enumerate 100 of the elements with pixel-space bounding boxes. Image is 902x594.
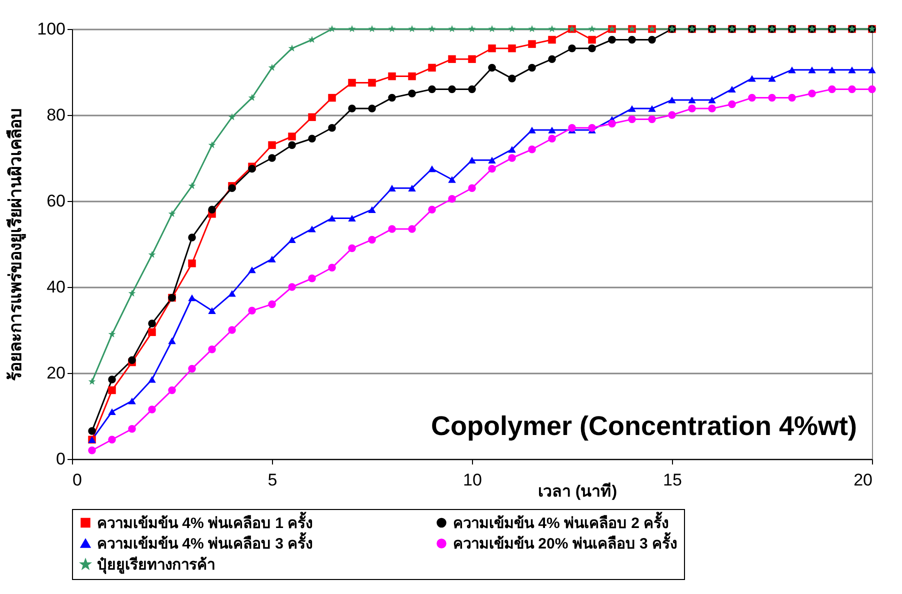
point (248, 94, 256, 101)
point (428, 25, 436, 32)
point (428, 85, 436, 94)
point (288, 132, 296, 140)
legend-label: ความเข้มข้น 4% พ่นเคลือบ 3 ครั้ง (97, 532, 313, 552)
point (668, 111, 676, 119)
point (368, 104, 376, 112)
point (708, 96, 716, 104)
point (468, 25, 476, 32)
point (708, 104, 716, 112)
point (108, 386, 116, 394)
point (428, 64, 436, 72)
point (828, 85, 836, 94)
point (568, 44, 576, 52)
point (848, 66, 856, 74)
point (808, 66, 816, 74)
x-tick-label: 10 (463, 470, 482, 490)
point (108, 436, 116, 444)
point (308, 36, 316, 43)
point (128, 398, 136, 404)
y-tick-label: 60 (46, 192, 66, 210)
x-tick-label: 20 (854, 470, 872, 490)
point (88, 378, 96, 385)
point (828, 66, 836, 74)
point (808, 90, 816, 98)
point (88, 427, 96, 435)
x-tick-label: 5 (268, 470, 278, 490)
point (588, 25, 596, 32)
point (208, 141, 216, 148)
point (508, 74, 516, 82)
point (228, 290, 236, 297)
point (568, 124, 576, 132)
point (468, 184, 476, 192)
point (388, 72, 396, 80)
point (348, 25, 356, 32)
legend-label: ความเข้มข้น 20% พ่นเคลือบ 3 ครั้ง (453, 532, 678, 552)
point (548, 55, 556, 63)
point (508, 25, 516, 32)
point (188, 182, 196, 190)
point (468, 55, 476, 63)
point (148, 320, 156, 328)
point (248, 306, 256, 315)
point (748, 75, 756, 82)
point (508, 154, 516, 162)
point (528, 126, 536, 134)
point (408, 72, 416, 80)
point (848, 85, 856, 94)
point (548, 25, 556, 32)
point (528, 40, 536, 48)
legend-label: ปุ๋ยยูเรียทางการค้า (97, 556, 215, 574)
point (368, 206, 376, 213)
point (148, 328, 156, 336)
y-tick-label: 40 (46, 278, 66, 296)
point (648, 36, 656, 44)
legend-label: ความเข้มข้น 4% พ่นเคลือบ 2 ครั้ง (453, 510, 669, 532)
y-tick-label: 20 (46, 364, 66, 382)
point (328, 264, 336, 272)
point (748, 94, 756, 102)
point (408, 184, 416, 192)
x-tick-label: 0 (72, 470, 82, 490)
point (328, 25, 336, 32)
point (528, 64, 536, 72)
point (168, 210, 176, 218)
point (788, 94, 796, 102)
x-axis-title: เวลา (นาที) (538, 482, 618, 500)
point (788, 66, 796, 74)
point (248, 266, 256, 274)
point (528, 146, 536, 154)
point (188, 364, 196, 373)
point (388, 25, 396, 32)
point (488, 25, 496, 32)
point (588, 44, 596, 52)
point (528, 25, 536, 32)
point (348, 78, 356, 87)
point (108, 408, 116, 416)
point (188, 234, 196, 242)
point (648, 105, 656, 112)
point (168, 386, 176, 394)
x-tick-label: 15 (663, 470, 682, 490)
point (288, 44, 296, 52)
y-tick-label: 80 (46, 106, 66, 124)
point (688, 104, 696, 112)
point (688, 96, 696, 104)
point (308, 274, 316, 282)
point (148, 376, 156, 383)
point (288, 141, 296, 149)
point (208, 206, 216, 214)
y-axis-title: ร้อยละการแพร่ของยูเรียผ่านผิวเคลือบ (5, 108, 28, 381)
point (308, 113, 316, 122)
point (348, 104, 356, 112)
point (488, 164, 496, 173)
point (208, 345, 216, 354)
point (268, 300, 276, 308)
point (328, 94, 336, 102)
point (348, 214, 356, 222)
point (308, 226, 316, 232)
point (448, 85, 456, 94)
point (488, 64, 496, 72)
point (428, 206, 436, 214)
point (468, 85, 476, 94)
